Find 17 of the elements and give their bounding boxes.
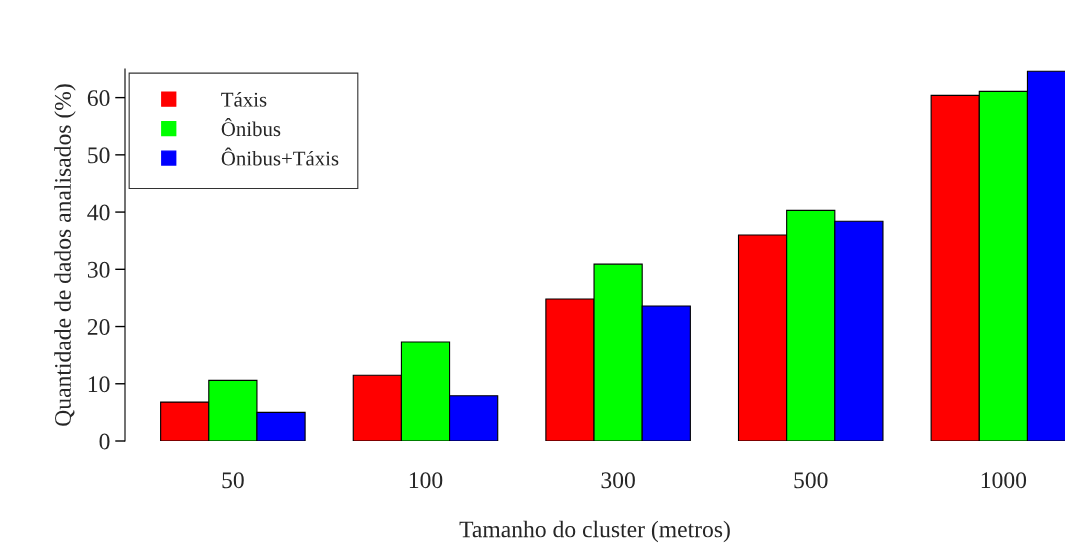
x-axis-title: Tamanho do cluster (metros) [459, 520, 730, 543]
y-tick-label: 10 [88, 376, 110, 393]
x-tick-label: 50 [222, 472, 244, 489]
y-tick-label: 30 [87, 261, 110, 278]
y-tick-label: 60 [87, 90, 110, 107]
y-axis-title: Quantidade de dados analisados (%) [54, 84, 76, 426]
legend-label: Ônibus [221, 118, 281, 137]
y-tick-label: 20 [87, 319, 110, 335]
y-tick-label: 40 [87, 204, 110, 221]
x-tick-label: 500 [794, 472, 828, 489]
x-tick-label: 100 [409, 472, 443, 489]
y-tick-label: 0 [99, 433, 110, 450]
y-tick-label: 50 [88, 147, 110, 164]
legend-label: Táxis [221, 92, 267, 107]
x-tick-label: 1000 [981, 472, 1027, 489]
legend-label: Ônibus+Táxis [221, 147, 339, 166]
x-tick-label: 300 [601, 472, 635, 489]
